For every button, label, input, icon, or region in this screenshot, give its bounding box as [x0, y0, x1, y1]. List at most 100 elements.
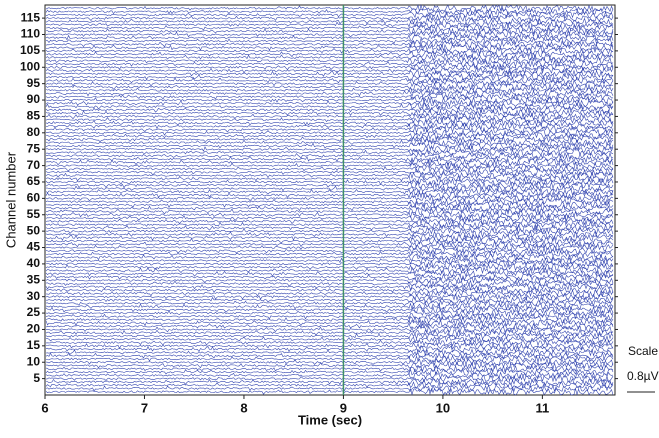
trace — [45, 279, 614, 288]
traces — [45, 3, 614, 396]
y-tick-label: 5 — [33, 371, 40, 385]
y-tick-label: 40 — [27, 256, 41, 270]
trace — [45, 322, 614, 331]
trace — [45, 187, 614, 196]
trace — [45, 299, 614, 308]
x-tick-label: 6 — [41, 400, 48, 415]
trace — [45, 190, 614, 199]
trace — [45, 197, 614, 206]
scale-title: Scale — [628, 344, 658, 358]
trace — [45, 109, 614, 118]
trace — [45, 217, 614, 226]
trace — [46, 250, 614, 259]
y-tick-label: 65 — [27, 174, 41, 188]
trace — [45, 37, 614, 46]
trace — [45, 276, 614, 285]
y-tick-label: 70 — [27, 158, 41, 172]
trace — [45, 40, 614, 49]
y-tick-label: 45 — [27, 240, 41, 254]
trace — [45, 86, 614, 95]
trace — [45, 13, 614, 23]
trace — [45, 23, 614, 32]
trace — [45, 315, 614, 324]
trace — [45, 125, 614, 134]
trace — [45, 122, 614, 131]
trace — [45, 151, 614, 160]
y-tick-label: 110 — [21, 27, 41, 41]
trace — [45, 95, 614, 105]
y-tick-label: 60 — [27, 191, 41, 205]
trace — [45, 387, 614, 396]
x-tick-label: 11 — [536, 400, 550, 415]
trace — [45, 223, 614, 232]
y-tick-label: 15 — [27, 338, 41, 352]
trace — [45, 338, 614, 347]
trace — [45, 220, 614, 229]
trace — [45, 33, 614, 42]
trace — [45, 92, 614, 101]
trace — [45, 214, 614, 223]
trace — [45, 174, 614, 183]
trace — [45, 341, 614, 350]
trace — [45, 292, 614, 301]
trace — [45, 79, 614, 88]
trace — [45, 132, 614, 141]
trace — [45, 154, 614, 164]
trace — [45, 367, 614, 377]
trace — [45, 66, 614, 75]
y-tick-label: 75 — [27, 141, 41, 155]
y-tick-label: 35 — [27, 272, 41, 286]
trace — [45, 236, 614, 245]
trace — [45, 102, 614, 111]
trace — [46, 253, 614, 262]
trace — [45, 99, 614, 108]
trace — [45, 59, 614, 68]
trace — [45, 56, 614, 65]
trace — [45, 168, 614, 177]
y-tick-label: 80 — [27, 125, 41, 139]
trace — [45, 82, 614, 92]
trace — [45, 239, 614, 249]
y-tick-label: 95 — [27, 76, 41, 90]
y-tick-label: 10 — [27, 354, 41, 368]
trace — [45, 325, 614, 334]
trace — [45, 145, 614, 154]
trace — [45, 364, 614, 374]
trace — [46, 27, 614, 36]
trace — [45, 50, 614, 59]
y-tick-label: 105 — [20, 43, 40, 57]
trace — [45, 348, 614, 357]
x-tick-label: 9 — [340, 400, 347, 415]
y-tick-label: 30 — [27, 289, 41, 303]
trace — [45, 286, 614, 295]
trace — [45, 20, 614, 29]
trace — [45, 384, 614, 393]
trace — [45, 227, 614, 236]
trace — [45, 181, 614, 190]
trace — [45, 377, 614, 386]
trace — [45, 148, 614, 157]
trace — [45, 259, 614, 268]
y-tick-label: 85 — [27, 109, 41, 123]
trace — [46, 361, 614, 370]
y-tick-label: 90 — [27, 92, 41, 106]
x-tick-label: 7 — [141, 400, 148, 415]
trace — [45, 184, 614, 193]
trace — [45, 381, 614, 389]
y-tick-label: 25 — [27, 305, 41, 319]
trace — [45, 282, 614, 292]
trace — [45, 73, 614, 81]
trace — [45, 89, 614, 98]
y-tick-label: 55 — [27, 207, 41, 221]
trace — [45, 158, 614, 167]
trace — [45, 164, 614, 173]
y-tick-label: 50 — [27, 223, 41, 237]
scale-label: 0.8µV — [627, 369, 659, 383]
trace — [45, 273, 614, 282]
trace — [45, 46, 614, 56]
x-tick-label: 10 — [436, 400, 450, 415]
trace — [45, 138, 614, 147]
y-tick-label: 100 — [20, 59, 40, 73]
trace — [45, 233, 614, 242]
trace — [45, 210, 614, 220]
